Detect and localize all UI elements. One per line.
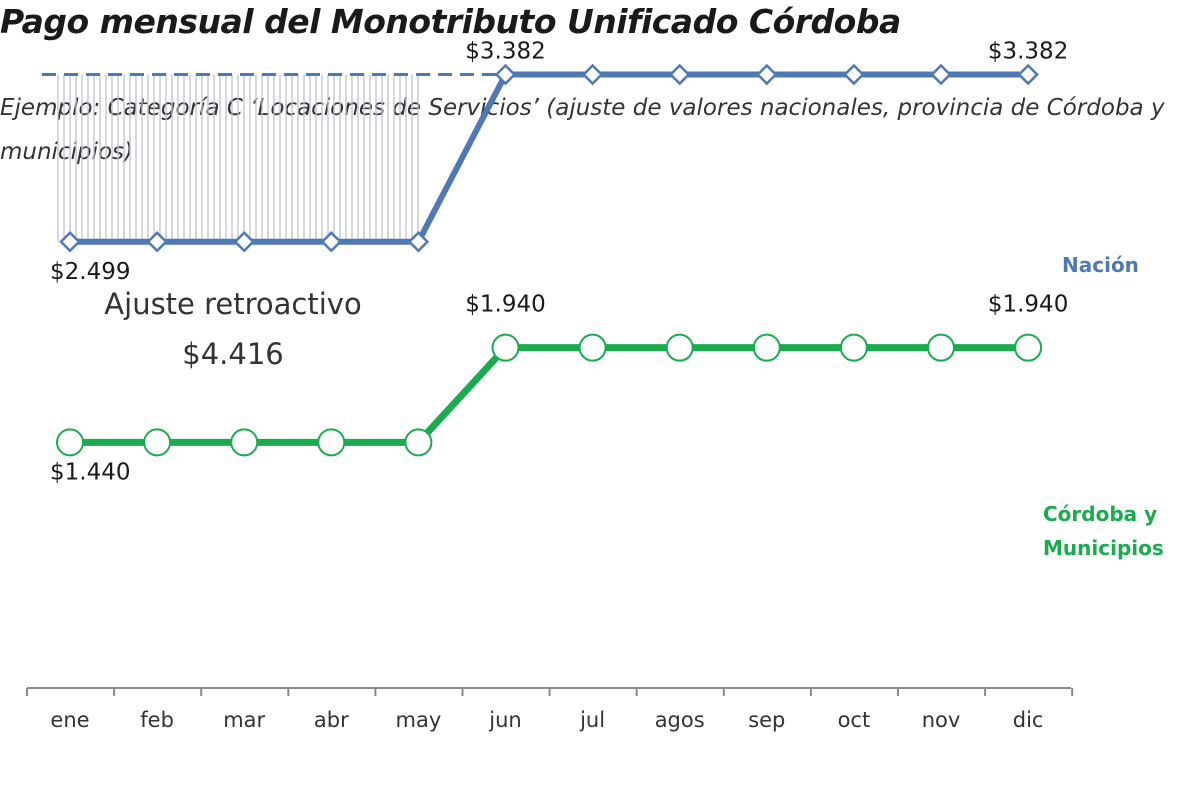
diamond-marker: [581, 63, 604, 86]
data-label: $3.382: [465, 39, 545, 65]
diamond-marker: [494, 63, 517, 86]
circle-marker: [839, 333, 868, 362]
x-tick-label: jul: [579, 708, 605, 732]
diamond-marker: [233, 231, 255, 253]
annotation-label: Ajuste retroactivo: [104, 287, 361, 321]
series-name-label: Municipios: [1043, 536, 1164, 560]
circle-marker: [752, 333, 781, 362]
x-tick-label: ene: [50, 708, 89, 732]
series-line: [70, 344, 1029, 446]
x-axis: ene feb mar abr may jun jul agos sep oct nov dic: [26, 687, 1074, 732]
circle-marker: [578, 333, 607, 362]
x-tick-label: sep: [748, 708, 785, 732]
retroactive-adjustment-hatch: [42, 73, 506, 242]
x-tick-label: dic: [1013, 708, 1044, 732]
circle-marker: [1014, 333, 1043, 362]
diamond-marker: [407, 231, 430, 253]
diamond-marker: [668, 63, 691, 86]
diamond-marker: [930, 63, 952, 86]
diamond-marker: [756, 63, 778, 86]
series-line: [70, 71, 1029, 245]
series-name-label: Nación: [1062, 253, 1139, 277]
diamond-marker: [146, 231, 168, 253]
diamond-marker: [59, 231, 81, 253]
x-tick-label: mar: [223, 708, 265, 732]
circle-marker: [404, 428, 433, 457]
diamond-marker: [1017, 63, 1039, 86]
diamond-marker: [320, 231, 343, 253]
chart-subtitle: Ejemplo: Categoría C ‘Locaciones de Serv…: [0, 95, 1165, 165]
circle-marker: [665, 333, 694, 362]
data-label: $1.940: [988, 292, 1068, 318]
circle-marker: [927, 333, 955, 362]
data-label: $2.499: [50, 259, 130, 285]
circle-marker: [230, 428, 259, 457]
circle-marker: [56, 428, 84, 457]
series-name-label: Córdoba y: [1043, 502, 1157, 526]
chart-title: Pago mensual del Monotributo Unificado C…: [0, 2, 901, 41]
x-tick-label: may: [396, 708, 442, 732]
diamond-marker: [843, 63, 865, 86]
circle-marker: [317, 428, 346, 457]
chart-labels: $2.499 $3.382 $3.382 $1.440 $1.940 $1.940 Naci…: [50, 39, 1164, 560]
x-tick-label: jun: [488, 708, 521, 732]
data-label: $3.382: [988, 39, 1068, 65]
annotation-label: $4.416: [182, 337, 283, 371]
x-tick-label: nov: [922, 708, 961, 732]
data-label: $1.940: [465, 292, 545, 318]
x-tick-label: feb: [140, 708, 174, 732]
series-markers: [56, 63, 1043, 457]
series-lines: [70, 71, 1029, 446]
data-label: $1.440: [50, 459, 130, 485]
circle-marker: [491, 333, 520, 362]
x-tick-label: agos: [655, 708, 705, 732]
x-tick-label: oct: [838, 708, 871, 732]
circle-marker: [143, 428, 172, 457]
x-tick-label: abr: [314, 708, 349, 732]
